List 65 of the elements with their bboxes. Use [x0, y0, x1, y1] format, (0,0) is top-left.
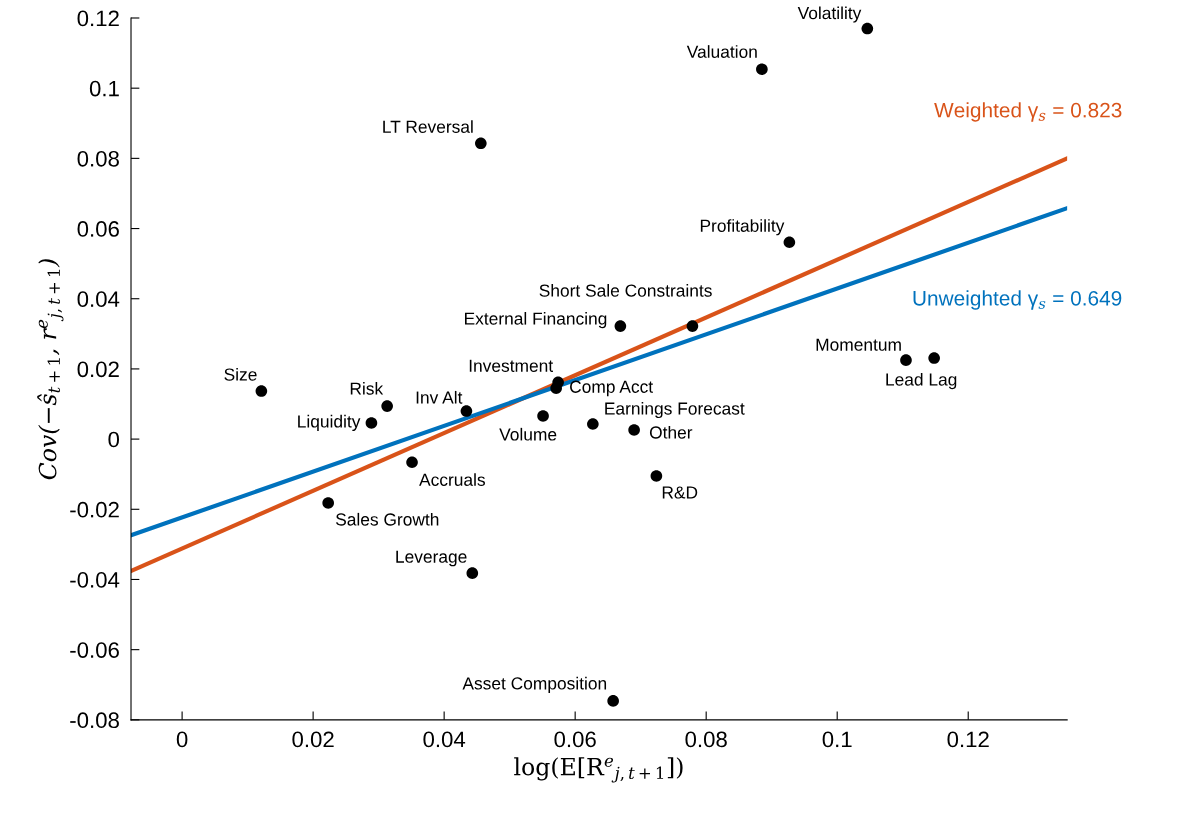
point	[861, 22, 874, 35]
point	[650, 470, 663, 482]
x-tick-label: 0.1	[822, 731, 852, 748]
annotation: Comp Acct	[570, 380, 653, 397]
point	[756, 63, 768, 76]
y-tick-label: -0.08	[70, 712, 119, 729]
point	[466, 567, 479, 579]
x-tick-label: 0.12	[947, 731, 989, 748]
y-tick-label: 0	[108, 431, 120, 448]
annotation: Short Sale Constraints	[539, 284, 712, 297]
x-tick-label: 0.08	[685, 731, 727, 748]
annotation: Volatility	[797, 6, 862, 23]
point	[900, 354, 912, 366]
point	[783, 236, 796, 249]
annotation: Asset Composition	[462, 676, 607, 693]
x-tick-label: 0	[176, 731, 188, 748]
annotation: Size	[224, 367, 257, 381]
point	[686, 320, 699, 332]
y-tick-label: -0.04	[70, 572, 120, 588]
x-tick-label: 0.02	[292, 731, 334, 748]
annotation: Accruals	[419, 473, 485, 486]
annotation: Risk	[350, 382, 384, 395]
annotation: Valuation	[686, 45, 757, 58]
annotation: Liquidity	[298, 414, 361, 432]
annotation: Investment	[469, 359, 554, 372]
y-tick-label: 0.1	[89, 80, 119, 97]
annotation: Other	[649, 425, 693, 439]
point	[628, 424, 640, 436]
annotation: Profitability	[700, 219, 785, 236]
y-tick-label: 0.02	[77, 361, 119, 378]
annotation: External Financing	[465, 312, 607, 329]
annotation: Volume	[499, 427, 557, 441]
annotation: Lead Lag	[886, 372, 957, 390]
annotation: LT Reversal	[383, 120, 473, 133]
x-tick-label: 0.06	[554, 731, 596, 748]
annotation: Sales Growth	[335, 512, 439, 526]
y-tick-label: 0.08	[77, 150, 119, 167]
point	[614, 320, 627, 332]
x-axis-title: log(E[R$^{e}$$_{j,t+1}$])	[514, 757, 683, 783]
y-tick-label: 0.04	[77, 291, 120, 307]
text: Weighted γ$_{s}$ = 0.823	[934, 102, 1122, 122]
y-tick-label: 0.12	[77, 10, 119, 27]
annotation: Inv Alt	[416, 390, 463, 404]
series-label: Unweighted γ$_{s}$ = 0.649	[913, 290, 1122, 310]
y-tick-label: -0.02	[70, 501, 119, 518]
point	[537, 410, 549, 422]
annotation: Momentum	[816, 338, 901, 351]
annotation: Earnings Forecast	[605, 401, 745, 419]
point	[381, 400, 393, 412]
point	[550, 382, 562, 395]
point	[406, 456, 418, 469]
point	[460, 405, 473, 417]
y-tick-label: 0.06	[77, 221, 119, 237]
point	[587, 418, 599, 430]
point	[255, 385, 268, 397]
point	[365, 417, 378, 429]
point	[607, 695, 619, 707]
annotation: Leverage	[396, 550, 467, 567]
x-tick-label: 0.04	[423, 731, 466, 748]
y-axis-title: Cov(−ŝ$_{t+1}$, r$^{e}$$_{j,t+1}$)	[37, 259, 64, 480]
point	[475, 137, 487, 150]
point	[322, 497, 334, 509]
annotation: R&D	[662, 486, 698, 499]
point	[928, 352, 940, 364]
y-tick-label: -0.06	[70, 642, 119, 658]
